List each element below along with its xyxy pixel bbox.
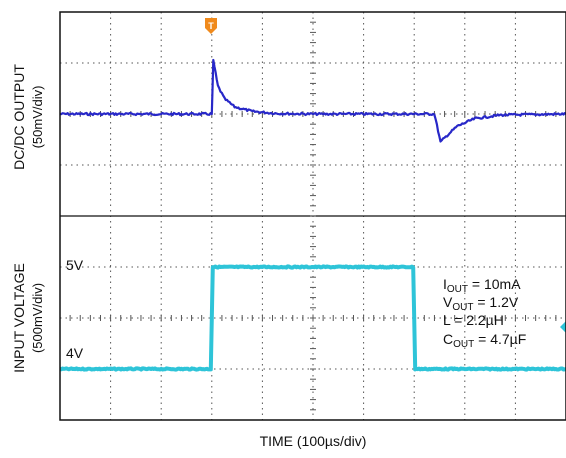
- grid: [59, 11, 566, 421]
- plot-frame: [59, 11, 566, 421]
- annotation-vout: VOUT = 1.2V: [443, 294, 519, 313]
- y-label-input: INPUT VOLTAGE: [11, 263, 27, 373]
- series-line-output: [59, 58, 566, 143]
- annotation-block: IOUT = 10mA VOUT = 1.2V L = 2.2µH COUT =…: [443, 276, 526, 350]
- y-label-output-units: (50mV/div): [30, 86, 45, 149]
- annotation-cout: COUT = 4.7µF: [443, 331, 526, 350]
- y-label-output: DC/DC OUTPUT: [11, 64, 27, 170]
- channel-marker: [560, 321, 566, 333]
- level-label-5v: 5V: [66, 257, 84, 273]
- level-label-4v: 4V: [66, 345, 84, 361]
- trigger-marker: T: [205, 18, 217, 34]
- x-axis-label: TIME (100µs/div): [260, 433, 367, 449]
- series-line-input: [59, 264, 566, 372]
- annotation-iout: IOUT = 10mA: [443, 276, 521, 295]
- y-label-input-units: (500mV/div): [30, 283, 45, 353]
- trigger-label: T: [208, 21, 214, 31]
- annotation-inductance: L = 2.2µH: [443, 312, 504, 328]
- traces: [59, 58, 566, 372]
